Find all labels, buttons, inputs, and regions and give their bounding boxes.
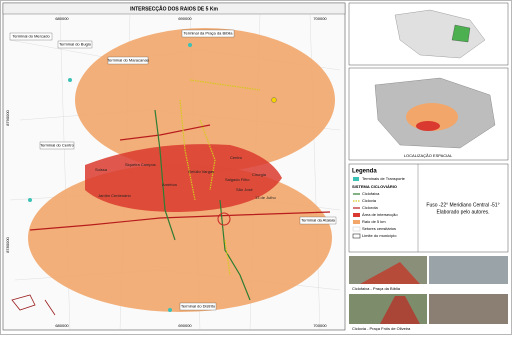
legend-item: Raio de 5 km [362,219,386,224]
terminal-label: Terminal do Bugio [59,42,92,47]
terminal-label: Terminal da Praça da Bíblia [184,31,234,36]
easting-label: 680000 [55,323,69,328]
legend-swatch [353,220,360,224]
map-title: INTERSECÇÃO DOS RAIOS DE 5 Km [130,5,218,12]
easting-label: 690000 [178,323,192,328]
terminal-label: Terminal do Mercado [12,34,50,39]
easting-label: 700000 [313,16,327,21]
neighborhood: Salgado Filho [225,177,250,182]
terminal-point [168,308,172,312]
locator-caption: LOCALIZAÇÃO ESPACIAL [404,153,453,158]
photo-caption: Ciclovia - Praça Fróis de Oliveira [352,326,411,331]
photo [429,256,508,284]
terminal-label: Terminal do Distrito [181,304,216,309]
neighborhood: Siqueira Campos [125,162,156,167]
legend-item: Terminais de Transporte [362,176,406,181]
legend-subtitle: SISTEMA CICLOVIÁRIO [352,184,397,189]
neighborhood: Centro [230,155,243,160]
legend-item: Limite do município [362,233,397,238]
photo-caption: Ciclofaixa - Praça da Bíblia [352,286,401,291]
main-map: INTERSECÇÃO DOS RAIOS DE 5 Km 680000 690… [2,2,346,331]
intersection-area [416,121,440,131]
easting-label: 700000 [313,323,327,328]
photos: Ciclofaixa - Praça da Bíblia Ciclovia - … [349,256,508,331]
neighborhood: Jardim Centenário [98,193,131,198]
terminal-callouts: Terminal do Mercado Terminal do Bugio Te… [9,29,337,311]
easting-label: 690000 [178,16,192,21]
state-outline [394,9,486,59]
legend-swatch [352,226,361,232]
neighborhood: São José [236,187,253,192]
legend-title: Legenda [352,169,377,175]
terminal-point [271,97,277,103]
legend-item: Setores censitários [362,226,396,231]
legend-swatch [353,213,360,217]
neighborhood-labels: Suissa Siqueira Campos Centro América Ge… [95,155,276,200]
neighborhood: Cirurgia [252,172,267,177]
neighborhood: Getúlio Vargas [188,169,214,174]
terminal-point [28,198,32,202]
projection-note: Fuso -22° Meridiano Central -51° [426,202,499,208]
photo [429,294,508,324]
legend-item: Ciclorota [362,205,379,210]
easting-label: 680000 [55,16,69,21]
terminal-label: Terminal do Centro [40,143,75,148]
legend-item: Área de intersecção [362,212,398,217]
terminal-label: Terminal da Atalaia [301,218,336,223]
legend-swatch [353,177,359,181]
highlight-ring [217,212,231,226]
neighborhood: Suissa [95,167,108,172]
terminal-label: Terminal do Maracanaú [107,58,149,63]
legend-frame [348,163,509,253]
title-bar [2,2,346,15]
photo-detail [380,296,420,324]
intersection-area [85,144,282,212]
legend-item: Ciclofaixa [362,191,380,196]
locator: LOCALIZAÇÃO ESPACIAL [348,2,509,161]
state-highlight [451,24,471,43]
neighborhood: América [162,182,177,187]
photo-detail [360,262,420,284]
legend-item: Ciclovia [362,198,377,203]
terminal-point [188,43,192,47]
legend: Legenda Terminais de Transporte SISTEMA … [348,163,509,253]
terminal-point [68,78,72,82]
neighborhood: 13 de Julho [255,195,276,200]
northing-label: 8790000 [5,109,10,125]
author-note: Elaborado pelo autores. [436,209,489,215]
legend-swatch [352,233,361,239]
northing-label: 8780000 [5,236,10,252]
